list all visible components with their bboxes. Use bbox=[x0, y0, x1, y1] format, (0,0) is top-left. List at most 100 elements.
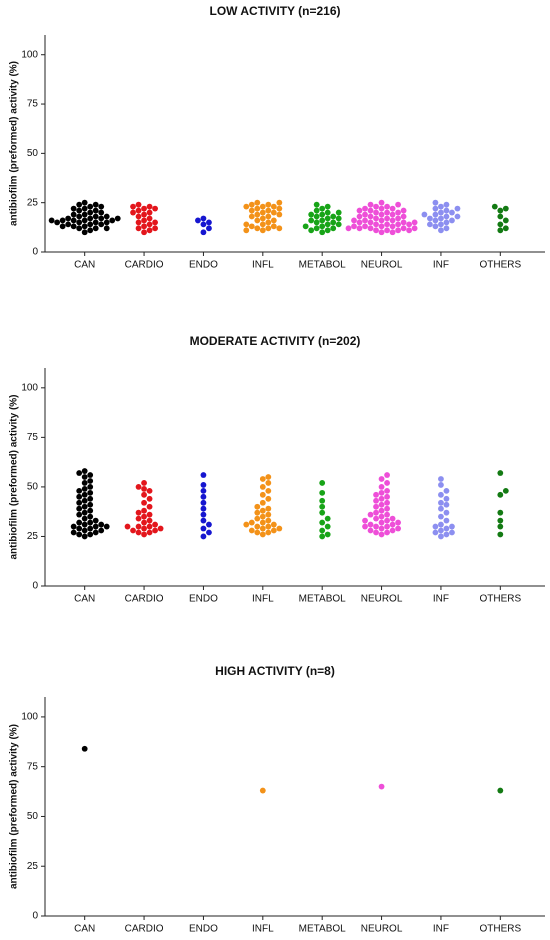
data-point bbox=[265, 511, 272, 518]
data-point bbox=[130, 203, 136, 210]
data-point bbox=[114, 215, 121, 222]
x-tick-label: CAN bbox=[74, 924, 95, 935]
data-point bbox=[81, 468, 88, 474]
data-point bbox=[384, 511, 390, 518]
data-point bbox=[70, 217, 77, 224]
data-point bbox=[81, 199, 88, 206]
data-point bbox=[135, 509, 142, 516]
data-point bbox=[319, 211, 326, 218]
data-point bbox=[87, 227, 94, 234]
data-point bbox=[265, 529, 272, 536]
data-point bbox=[438, 527, 444, 534]
data-point bbox=[373, 509, 379, 516]
data-point bbox=[400, 219, 407, 226]
data-point bbox=[259, 519, 266, 526]
data-point bbox=[81, 503, 88, 510]
data-point bbox=[92, 523, 99, 530]
data-point bbox=[76, 207, 83, 214]
data-point bbox=[141, 525, 147, 532]
data-point bbox=[265, 474, 272, 480]
data-point bbox=[319, 489, 326, 496]
data-point bbox=[76, 525, 83, 532]
y-tick-label: 50 bbox=[27, 482, 39, 493]
data-point bbox=[87, 495, 94, 502]
data-point bbox=[502, 205, 509, 212]
data-point bbox=[109, 217, 116, 224]
data-point bbox=[270, 527, 277, 534]
data-point bbox=[389, 521, 396, 528]
x-tick-label: INF bbox=[433, 260, 449, 271]
data-point bbox=[367, 521, 374, 528]
data-point bbox=[438, 521, 444, 528]
data-point bbox=[206, 219, 212, 226]
data-point bbox=[497, 523, 504, 530]
data-point bbox=[87, 209, 94, 216]
data-point bbox=[443, 531, 450, 538]
data-point bbox=[146, 529, 153, 536]
data-point bbox=[70, 211, 77, 218]
data-point bbox=[259, 484, 266, 490]
data-point bbox=[384, 480, 390, 486]
data-point bbox=[254, 217, 261, 224]
data-point bbox=[200, 493, 207, 500]
data-point bbox=[248, 527, 255, 534]
data-point bbox=[324, 227, 331, 234]
data-point bbox=[389, 223, 396, 230]
data-point bbox=[335, 221, 342, 228]
data-point bbox=[449, 523, 455, 530]
x-tick-label: CARDIO bbox=[125, 594, 164, 605]
data-point bbox=[384, 215, 390, 222]
data-point bbox=[265, 213, 272, 220]
data-point bbox=[389, 205, 396, 212]
data-point bbox=[135, 201, 142, 208]
data-point bbox=[502, 217, 509, 224]
data-point bbox=[146, 227, 153, 234]
data-point bbox=[367, 225, 374, 232]
data-point bbox=[378, 229, 385, 236]
data-point bbox=[81, 491, 88, 498]
data-point bbox=[141, 229, 147, 236]
data-point bbox=[313, 207, 320, 214]
data-point bbox=[200, 487, 207, 494]
y-tick-label: 50 bbox=[27, 148, 39, 159]
data-point bbox=[81, 211, 88, 218]
data-point bbox=[70, 529, 77, 536]
data-point bbox=[373, 491, 379, 498]
data-point bbox=[443, 495, 450, 502]
data-point bbox=[497, 509, 504, 516]
data-point bbox=[152, 521, 158, 528]
data-point bbox=[497, 470, 504, 476]
data-point bbox=[157, 525, 164, 532]
data-point bbox=[81, 205, 88, 212]
data-point bbox=[76, 213, 83, 220]
data-point bbox=[276, 199, 283, 206]
data-point bbox=[276, 211, 283, 218]
data-point bbox=[270, 223, 277, 230]
x-tick-label: INFL bbox=[252, 924, 274, 935]
data-point bbox=[319, 205, 326, 212]
data-point bbox=[76, 499, 83, 506]
data-point bbox=[265, 225, 272, 232]
data-point bbox=[76, 493, 83, 500]
data-point bbox=[367, 527, 374, 534]
data-point bbox=[454, 205, 461, 212]
data-point bbox=[200, 505, 207, 512]
data-point bbox=[152, 205, 158, 212]
data-point bbox=[362, 523, 368, 530]
data-point bbox=[443, 207, 450, 214]
x-tick-label: OTHERS bbox=[479, 594, 521, 605]
x-tick-label: CAN bbox=[74, 594, 95, 605]
data-point bbox=[87, 215, 94, 222]
data-point bbox=[438, 513, 444, 520]
data-point bbox=[362, 217, 368, 224]
data-point bbox=[135, 515, 142, 522]
data-point bbox=[70, 205, 77, 212]
data-point bbox=[373, 203, 379, 210]
data-point bbox=[443, 213, 450, 220]
data-point bbox=[259, 227, 266, 234]
chart-title: HIGH ACTIVITY (n=8) bbox=[215, 664, 335, 678]
x-tick-label: OTHERS bbox=[479, 924, 521, 935]
data-point bbox=[438, 505, 444, 512]
y-tick-label: 100 bbox=[21, 712, 38, 723]
data-point bbox=[443, 501, 450, 508]
